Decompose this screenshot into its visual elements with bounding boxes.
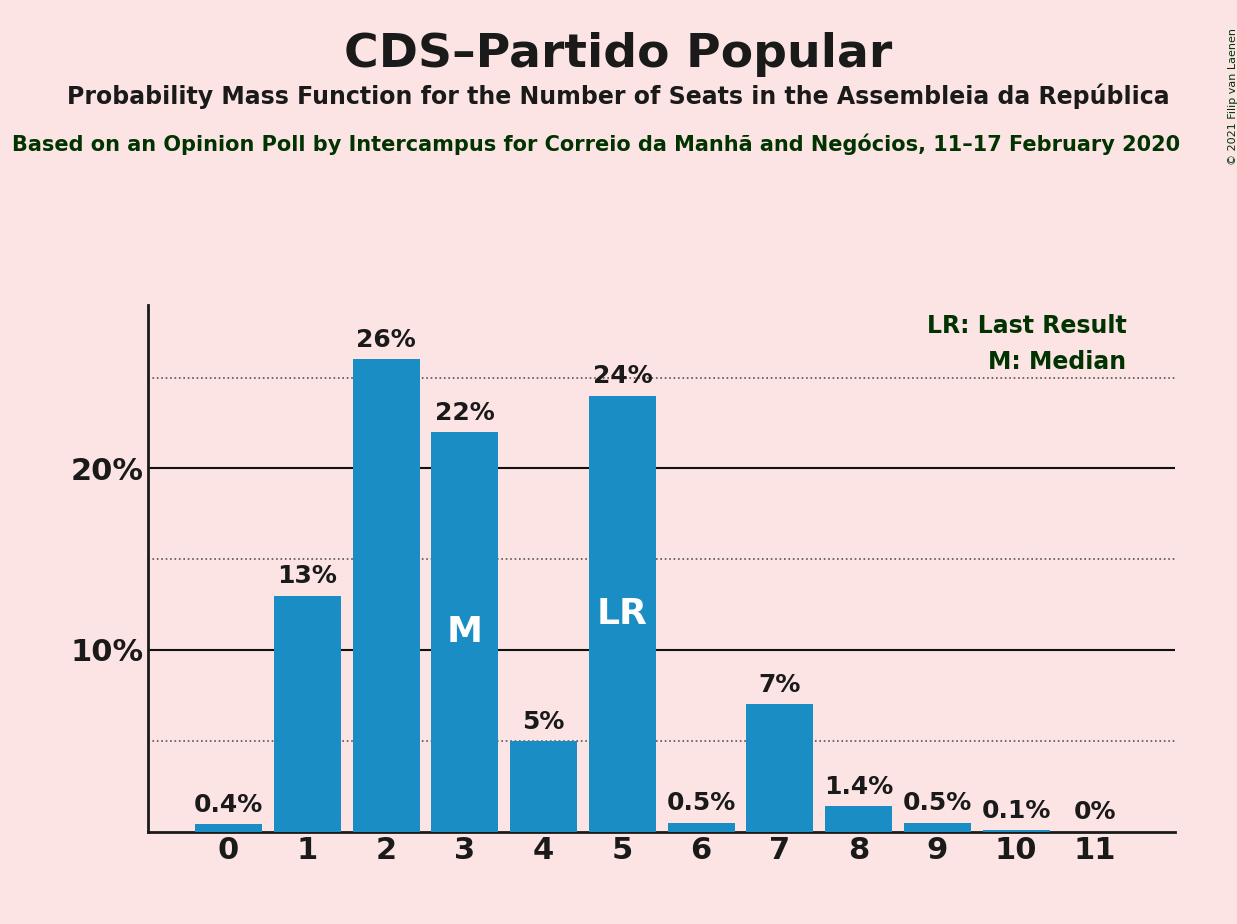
Text: 0%: 0%	[1074, 800, 1116, 824]
Bar	[273, 595, 341, 832]
Bar	[589, 395, 656, 832]
Text: 1.4%: 1.4%	[824, 775, 893, 799]
Text: 26%: 26%	[356, 328, 416, 352]
Bar	[353, 359, 419, 832]
Bar	[195, 824, 262, 832]
Bar	[904, 822, 971, 832]
Text: © 2021 Filip van Laenen: © 2021 Filip van Laenen	[1228, 28, 1237, 164]
Bar	[982, 830, 1050, 832]
Text: 0.4%: 0.4%	[194, 793, 263, 817]
Bar	[825, 806, 892, 832]
Text: LR: LR	[597, 597, 648, 631]
Bar	[668, 822, 735, 832]
Bar	[746, 704, 814, 832]
Text: Based on an Opinion Poll by Intercampus for Correio da Manhã and Negócios, 11–17: Based on an Opinion Poll by Intercampus …	[12, 133, 1180, 154]
Text: CDS–Partido Popular: CDS–Partido Popular	[344, 32, 893, 78]
Text: LR: Last Result: LR: Last Result	[927, 314, 1127, 338]
Text: 0.1%: 0.1%	[981, 798, 1051, 822]
Bar	[510, 741, 578, 832]
Text: 13%: 13%	[277, 565, 338, 589]
Text: 24%: 24%	[593, 364, 652, 388]
Text: Probability Mass Function for the Number of Seats in the Assembleia da República: Probability Mass Function for the Number…	[67, 83, 1170, 109]
Text: 0.5%: 0.5%	[903, 791, 972, 815]
Bar	[432, 432, 499, 832]
Text: M: M	[447, 614, 482, 649]
Text: 7%: 7%	[758, 674, 802, 698]
Text: 0.5%: 0.5%	[667, 791, 736, 815]
Text: 5%: 5%	[522, 710, 565, 734]
Text: M: Median: M: Median	[988, 350, 1127, 374]
Text: 22%: 22%	[435, 401, 495, 425]
